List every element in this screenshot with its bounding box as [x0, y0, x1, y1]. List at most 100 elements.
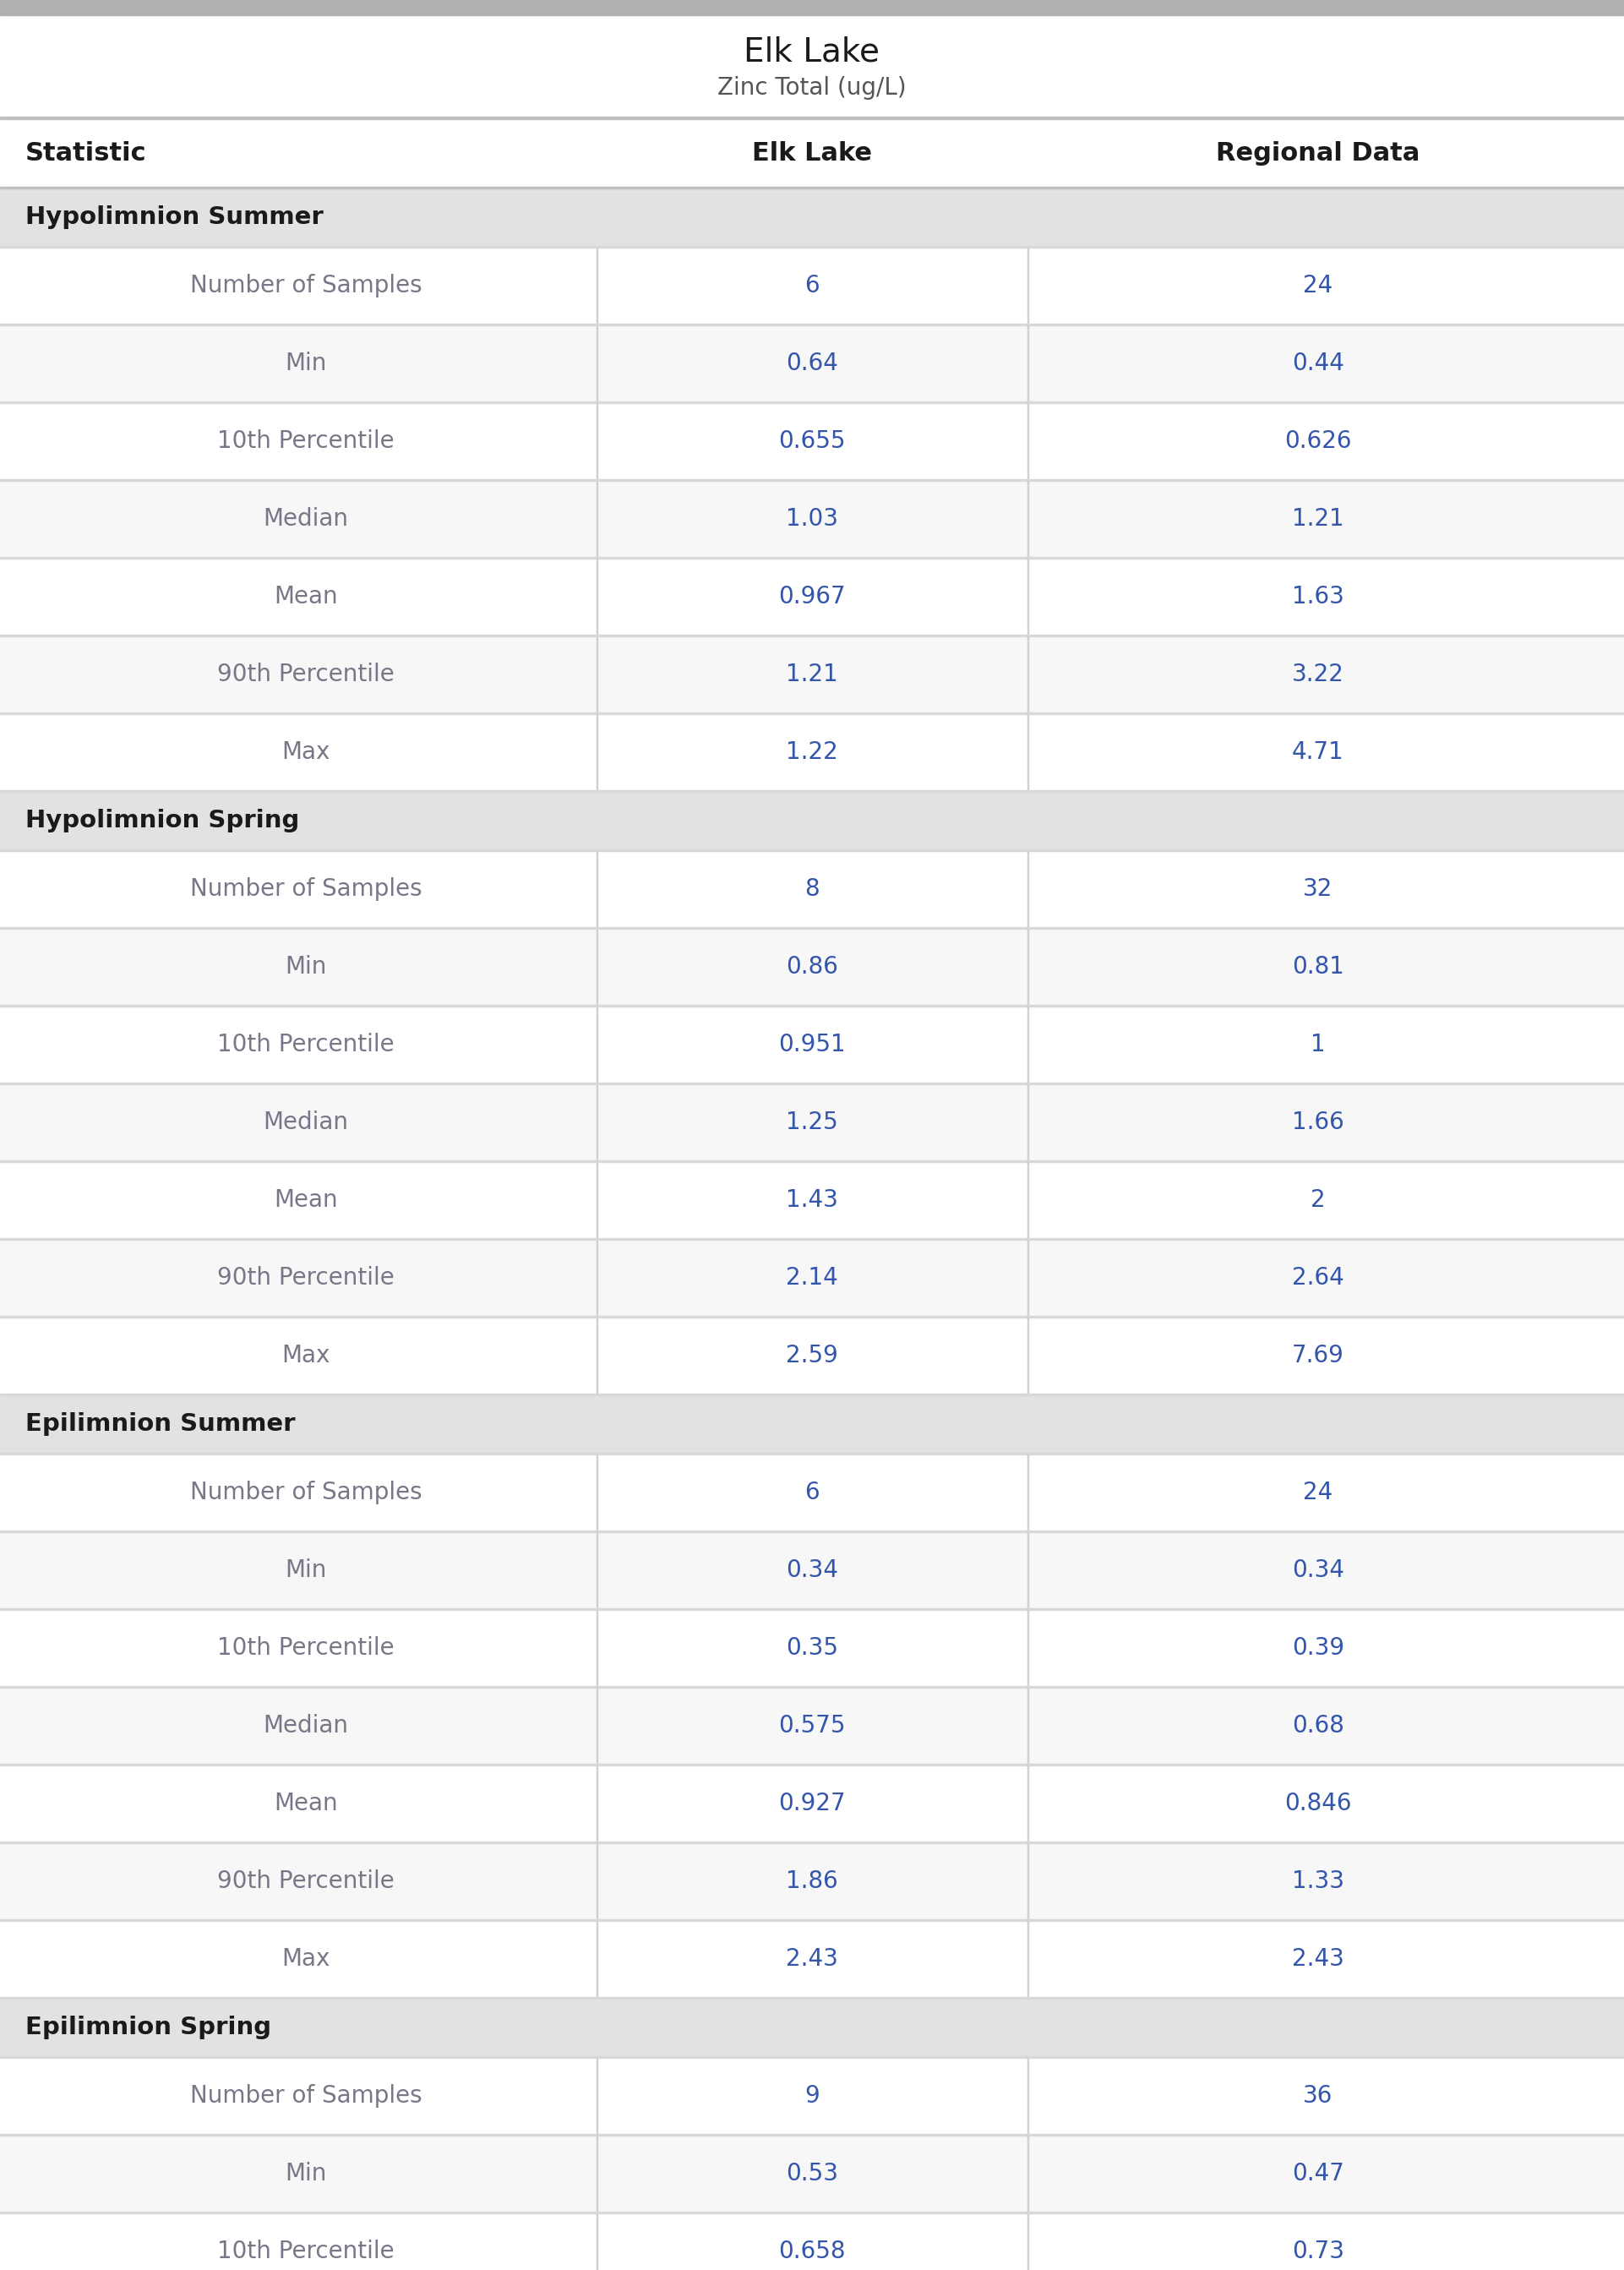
- Bar: [0, 404, 1624, 479]
- Text: 24: 24: [1302, 275, 1333, 297]
- Text: 6: 6: [804, 1480, 820, 1505]
- Text: 0.44: 0.44: [1291, 352, 1345, 375]
- Text: Median: Median: [263, 1110, 349, 1135]
- Text: Median: Median: [263, 1714, 349, 1737]
- Bar: [0, 2213, 1624, 2270]
- Bar: [0, 792, 1624, 849]
- Text: 1.25: 1.25: [786, 1110, 838, 1135]
- Text: 90th Percentile: 90th Percentile: [218, 663, 395, 686]
- Bar: [0, 16, 1624, 116]
- Bar: [0, 1920, 1624, 1998]
- Text: Min: Min: [286, 2161, 326, 2186]
- Text: Epilimnion Summer: Epilimnion Summer: [26, 1412, 296, 1437]
- Text: 32: 32: [1302, 876, 1333, 901]
- Bar: [0, 1085, 1624, 1160]
- Text: Mean: Mean: [274, 1791, 338, 1816]
- Text: Regional Data: Regional Data: [1216, 141, 1419, 166]
- Text: 8: 8: [804, 876, 820, 901]
- Text: Min: Min: [286, 956, 326, 978]
- Bar: [0, 0, 1624, 16]
- Text: 4.71: 4.71: [1291, 740, 1345, 765]
- Text: 3.22: 3.22: [1291, 663, 1345, 686]
- Text: 2.43: 2.43: [1291, 1948, 1345, 1970]
- Text: 0.951: 0.951: [778, 1033, 846, 1056]
- Text: Number of Samples: Number of Samples: [190, 1480, 422, 1505]
- Text: 10th Percentile: 10th Percentile: [218, 1637, 395, 1659]
- Text: Statistic: Statistic: [26, 141, 146, 166]
- Text: Max: Max: [283, 1344, 330, 1367]
- Bar: [0, 1766, 1624, 1841]
- Bar: [0, 1455, 1624, 1530]
- Text: 0.53: 0.53: [786, 2161, 838, 2186]
- Text: 0.35: 0.35: [786, 1637, 838, 1659]
- Text: Hypolimnion Spring: Hypolimnion Spring: [26, 808, 299, 833]
- Text: Hypolimnion Summer: Hypolimnion Summer: [26, 204, 323, 229]
- Bar: [0, 1532, 1624, 1607]
- Text: 0.47: 0.47: [1291, 2161, 1345, 2186]
- Bar: [0, 1006, 1624, 1083]
- Text: 24: 24: [1302, 1480, 1333, 1505]
- Bar: [0, 1396, 1624, 1453]
- Text: 0.655: 0.655: [778, 429, 846, 454]
- Text: Elk Lake: Elk Lake: [744, 36, 880, 68]
- Bar: [0, 325, 1624, 402]
- Text: 7.69: 7.69: [1291, 1344, 1345, 1367]
- Text: 1.33: 1.33: [1291, 1870, 1345, 1893]
- Bar: [0, 1687, 1624, 1764]
- Bar: [0, 636, 1624, 713]
- Bar: [0, 116, 1624, 118]
- Text: 0.86: 0.86: [786, 956, 838, 978]
- Bar: [0, 247, 1624, 325]
- Bar: [0, 188, 1624, 245]
- Text: 36: 36: [1302, 2084, 1333, 2109]
- Bar: [0, 1239, 1624, 1317]
- Text: 9: 9: [804, 2084, 820, 2109]
- Text: 1.63: 1.63: [1291, 586, 1345, 608]
- Text: 1.21: 1.21: [1291, 506, 1345, 531]
- Bar: [0, 481, 1624, 556]
- Text: 0.846: 0.846: [1285, 1791, 1351, 1816]
- Text: Zinc Total (ug/L): Zinc Total (ug/L): [718, 77, 906, 100]
- Text: 0.34: 0.34: [786, 1559, 838, 1582]
- Text: Number of Samples: Number of Samples: [190, 275, 422, 297]
- Text: Number of Samples: Number of Samples: [190, 876, 422, 901]
- Bar: [0, 1998, 1624, 2057]
- Text: 0.927: 0.927: [778, 1791, 846, 1816]
- Bar: [0, 851, 1624, 926]
- Bar: [0, 2136, 1624, 2211]
- Text: 0.39: 0.39: [1291, 1637, 1345, 1659]
- Text: Min: Min: [286, 352, 326, 375]
- Text: Min: Min: [286, 1559, 326, 1582]
- Bar: [0, 1162, 1624, 1237]
- Text: Max: Max: [283, 1948, 330, 1970]
- Text: 90th Percentile: 90th Percentile: [218, 1267, 395, 1289]
- Text: 0.658: 0.658: [778, 2240, 846, 2263]
- Text: 0.34: 0.34: [1291, 1559, 1345, 1582]
- Text: 1.86: 1.86: [786, 1870, 838, 1893]
- Text: 0.575: 0.575: [778, 1714, 846, 1737]
- Text: 2.14: 2.14: [786, 1267, 838, 1289]
- Text: 2.43: 2.43: [786, 1948, 838, 1970]
- Bar: [0, 1317, 1624, 1394]
- Bar: [0, 2059, 1624, 2134]
- Text: 2.59: 2.59: [786, 1344, 838, 1367]
- Text: 1.03: 1.03: [786, 506, 838, 531]
- Bar: [0, 558, 1624, 636]
- Bar: [0, 928, 1624, 1006]
- Text: Median: Median: [263, 506, 349, 531]
- Text: 0.81: 0.81: [1291, 956, 1345, 978]
- Text: 10th Percentile: 10th Percentile: [218, 1033, 395, 1056]
- Text: Mean: Mean: [274, 586, 338, 608]
- Text: 90th Percentile: 90th Percentile: [218, 1870, 395, 1893]
- Text: 10th Percentile: 10th Percentile: [218, 429, 395, 454]
- Bar: [0, 1609, 1624, 1687]
- Text: 2.64: 2.64: [1291, 1267, 1345, 1289]
- Text: 0.967: 0.967: [778, 586, 846, 608]
- Text: 1.22: 1.22: [786, 740, 838, 765]
- Text: 0.73: 0.73: [1291, 2240, 1345, 2263]
- Text: Epilimnion Spring: Epilimnion Spring: [26, 2016, 271, 2038]
- Text: 2: 2: [1311, 1187, 1325, 1212]
- Text: 0.68: 0.68: [1291, 1714, 1345, 1737]
- Text: 1: 1: [1311, 1033, 1325, 1056]
- Text: Mean: Mean: [274, 1187, 338, 1212]
